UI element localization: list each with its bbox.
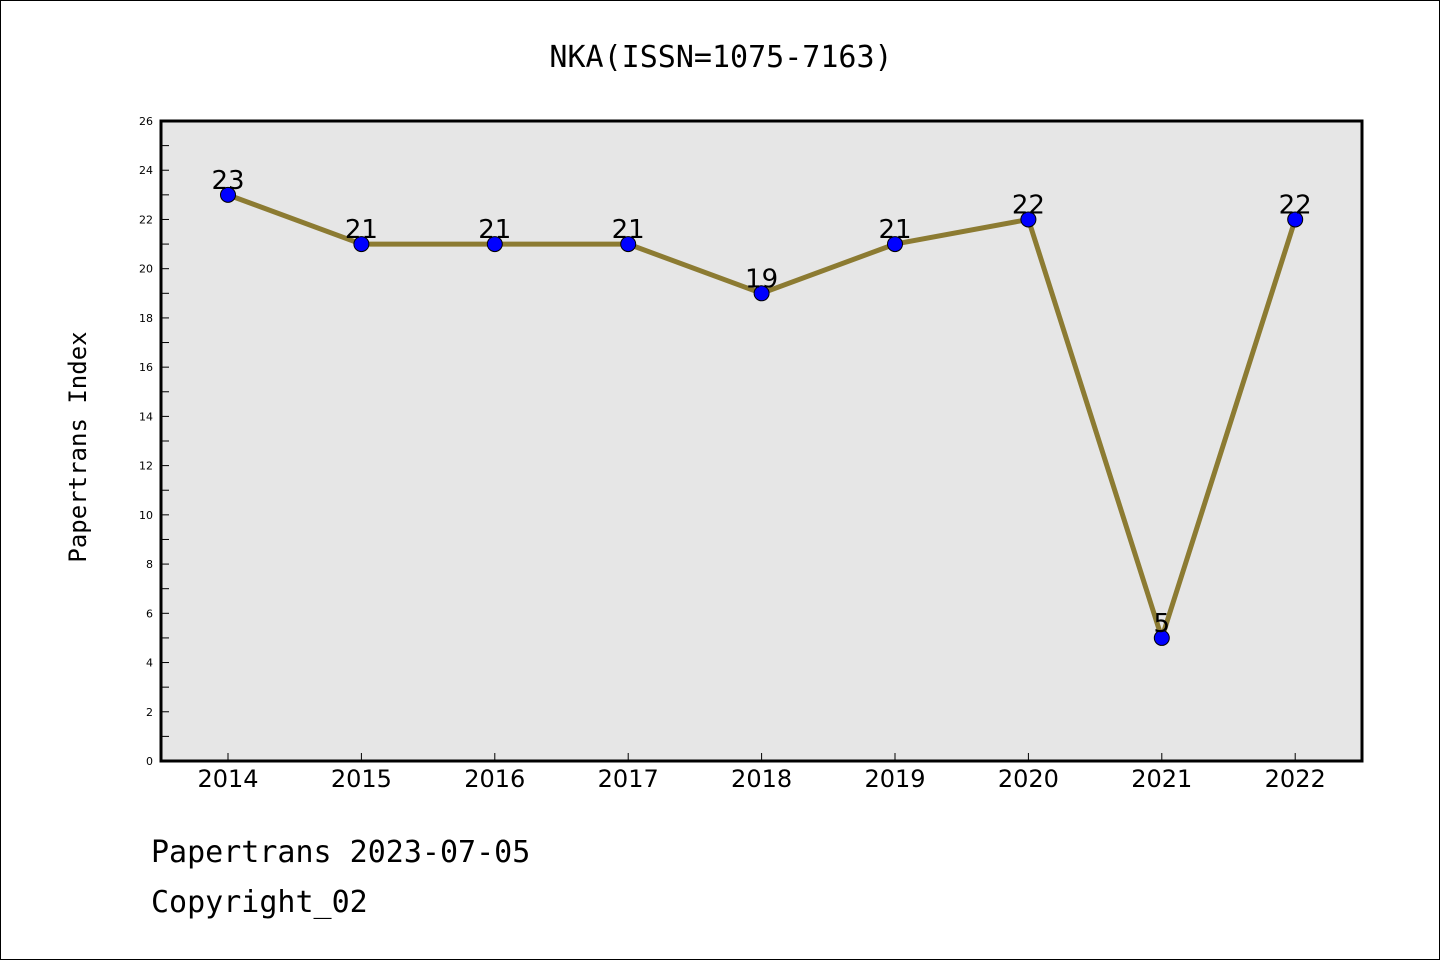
x-tick-label: 2014 [197, 765, 258, 793]
x-tick-label: 2015 [331, 765, 392, 793]
x-tick-label: 2018 [731, 765, 792, 793]
data-label: 19 [745, 264, 778, 294]
data-point-marker [353, 236, 370, 253]
data-label: 22 [1279, 190, 1312, 220]
y-tick-label: 24 [139, 164, 153, 177]
data-label: 21 [612, 215, 645, 245]
x-tick-label: 2021 [1131, 765, 1192, 793]
y-tick-label: 14 [139, 410, 153, 423]
data-label-group: 23 21 21 21 19 21 22 5 22 [211, 166, 1311, 639]
series-markers [220, 186, 1304, 646]
x-tick-label: 2017 [598, 765, 659, 793]
y-tick-label: 8 [146, 558, 153, 571]
data-point-marker [620, 236, 637, 253]
y-tick-label: 16 [139, 361, 153, 374]
y-tick-label: 26 [139, 115, 153, 128]
y-tick-label: 6 [146, 607, 153, 620]
data-label: 23 [211, 166, 244, 196]
data-point-marker [1287, 211, 1304, 228]
data-label: 21 [878, 215, 911, 245]
data-label: 21 [345, 215, 378, 245]
footer-date-line: Papertrans 2023-07-05 [151, 835, 531, 870]
data-point-marker [887, 236, 903, 253]
y-tick-label: 20 [139, 263, 153, 276]
y-tick-label: 10 [139, 509, 153, 522]
y-tick-label: 4 [146, 657, 153, 670]
data-label: 5 [1154, 609, 1171, 639]
data-point-marker [1153, 629, 1170, 646]
y-tick-label: 2 [146, 706, 153, 719]
plot-area [159, 119, 1364, 763]
y-tick-label: 12 [139, 460, 153, 473]
data-point-marker [753, 285, 770, 302]
data-point-marker [1020, 211, 1037, 228]
x-tick-label: 2022 [1265, 765, 1326, 793]
x-tick-label: 2020 [998, 765, 1059, 793]
x-tick-label: 2019 [864, 765, 925, 793]
footer-copyright-line: Copyright_02 [151, 885, 368, 920]
data-point-marker [486, 236, 503, 253]
data-label: 22 [1012, 190, 1045, 220]
x-axis-ticks: 2014 2015 2016 2017 2018 2019 2020 2021 2022 [197, 753, 1326, 793]
y-tick-label: 22 [139, 213, 153, 226]
y-tick-label: 18 [139, 312, 153, 325]
y-axis-label: Papertrans Index [64, 331, 92, 562]
data-label: 21 [478, 215, 511, 245]
y-tick-label: 0 [146, 755, 153, 768]
data-point-marker [220, 186, 236, 203]
chart-title: NKA(ISSN=1075-7163) [549, 40, 892, 75]
x-tick-label: 2016 [464, 765, 525, 793]
